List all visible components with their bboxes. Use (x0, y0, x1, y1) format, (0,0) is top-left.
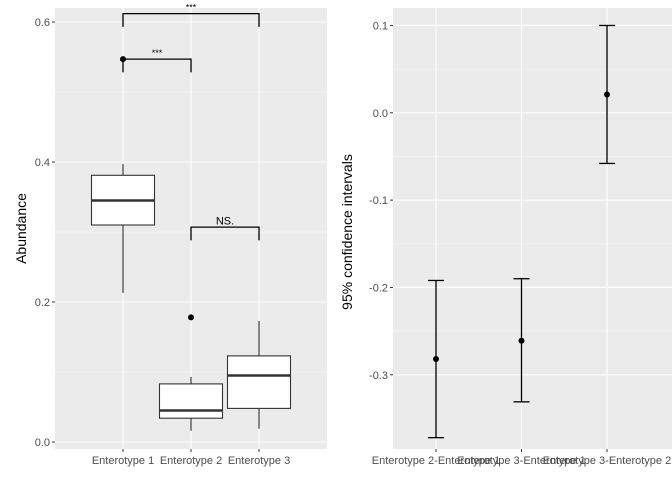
errorbars (428, 24, 615, 439)
boxplots (90, 56, 292, 431)
left-y-tick-label: 0.2 (35, 297, 50, 309)
bracket-line (122, 12, 260, 27)
significance-brackets: *** *** NS. (122, 3, 260, 241)
right-panel: -0.3 -0.2 -0.1 0.0 0.1 Enterotype 2-Enteroty… (339, 8, 672, 467)
significance-label: *** (152, 48, 163, 58)
errorbar-2 (513, 278, 530, 403)
boxplot-enterotype-2 (158, 314, 224, 431)
right-x-tick-label: Enterotype 2-Enterotype 1 (372, 455, 500, 467)
significance-bracket: NS. (190, 216, 260, 241)
estimate-point (518, 337, 525, 344)
left-y-tick-label: 0.0 (35, 437, 50, 449)
boxplot-enterotype-1 (90, 56, 156, 293)
left-x-tick-label: Enterotype 3 (228, 455, 290, 467)
left-y-tick-label: 0.6 (35, 17, 50, 29)
left-x-axis: Enterotype 1 Enterotype 2 Enterotype 3 (92, 449, 290, 467)
bracket-line (190, 226, 260, 241)
errorbar-3 (599, 24, 615, 165)
boxplot-enterotype-3 (226, 320, 292, 429)
right-y-axis: -0.3 -0.2 -0.1 0.0 0.1 (369, 20, 393, 382)
interquartile-box (226, 355, 292, 409)
estimate-point (604, 91, 610, 98)
right-y-axis-title: 95% confidence intervals (339, 154, 355, 310)
outlier-point (188, 314, 194, 321)
significance-bracket: *** (122, 3, 260, 27)
left-y-tick-label: 0.4 (35, 157, 50, 169)
right-y-tick-label: -0.1 (369, 195, 388, 207)
significance-label: NS. (216, 216, 234, 228)
bracket-line (122, 58, 192, 73)
right-y-tick-label: -0.2 (369, 282, 388, 294)
right-y-tick-label: 0.1 (373, 20, 388, 32)
left-x-tick-label: Enterotype 1 (92, 455, 154, 467)
right-y-tick-label: 0.0 (373, 108, 388, 120)
right-panel-background (393, 8, 672, 449)
right-y-tick-label: -0.3 (369, 370, 388, 382)
left-y-axis-title: Abundance (13, 193, 29, 264)
left-panel: ******NS. 0.00.20.40.6 Enterotype 1 Enter… (13, 3, 327, 467)
interquartile-box (158, 383, 224, 419)
left-x-tick-label: Enterotype 2 (160, 455, 222, 467)
significance-label: *** (186, 3, 197, 13)
estimate-point (433, 356, 439, 363)
significance-bracket: *** (122, 48, 192, 73)
right-grid-minor (393, 68, 672, 332)
left-y-axis: 0.0 0.2 0.4 0.6 (35, 17, 55, 449)
right-x-tick-label: Enterotype 3-Enterotype 1 (457, 455, 585, 467)
errorbar-1 (428, 279, 444, 439)
right-x-tick-label: Enterotype 3-Enterotype 2 (543, 455, 671, 467)
outlier-point (120, 56, 126, 63)
